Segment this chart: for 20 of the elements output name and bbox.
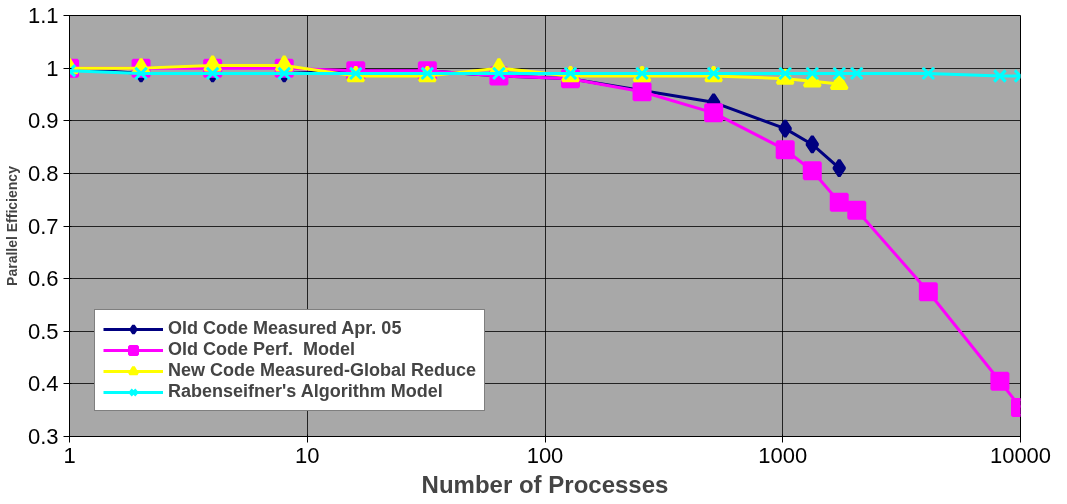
x-tick-label: 10000: [989, 442, 1052, 468]
x-tick-label: 1000: [758, 442, 808, 468]
legend-label: Rabenseifner's Algorithm Model: [168, 381, 443, 402]
y-tick-label: 1: [46, 55, 59, 81]
y-tick-label: 0.3: [27, 424, 59, 449]
y-tick-label: 0.4: [27, 371, 59, 397]
y-tick-label: 1.1: [27, 3, 59, 28]
y-tick-label: 0.6: [27, 266, 59, 292]
y-tick-label: 0.9: [27, 108, 59, 134]
y-tick-label: 0.8: [27, 160, 59, 186]
y-tick-label: 0.7: [27, 213, 59, 239]
x-tick-label: 1: [63, 442, 76, 468]
y-tick-label: 0.5: [27, 318, 59, 344]
legend-label: Old Code Perf. Model: [168, 339, 356, 360]
x-tick-label: 10: [295, 442, 320, 468]
legend-label: New Code Measured-Global Reduce: [168, 360, 477, 381]
y-axis-title: Parallel Efficiency: [3, 165, 20, 286]
x-axis-title: Number of Processes: [421, 470, 669, 498]
legend-label: Old Code Measured Apr. 05: [168, 318, 402, 339]
x-tick-label: 100: [526, 442, 564, 468]
